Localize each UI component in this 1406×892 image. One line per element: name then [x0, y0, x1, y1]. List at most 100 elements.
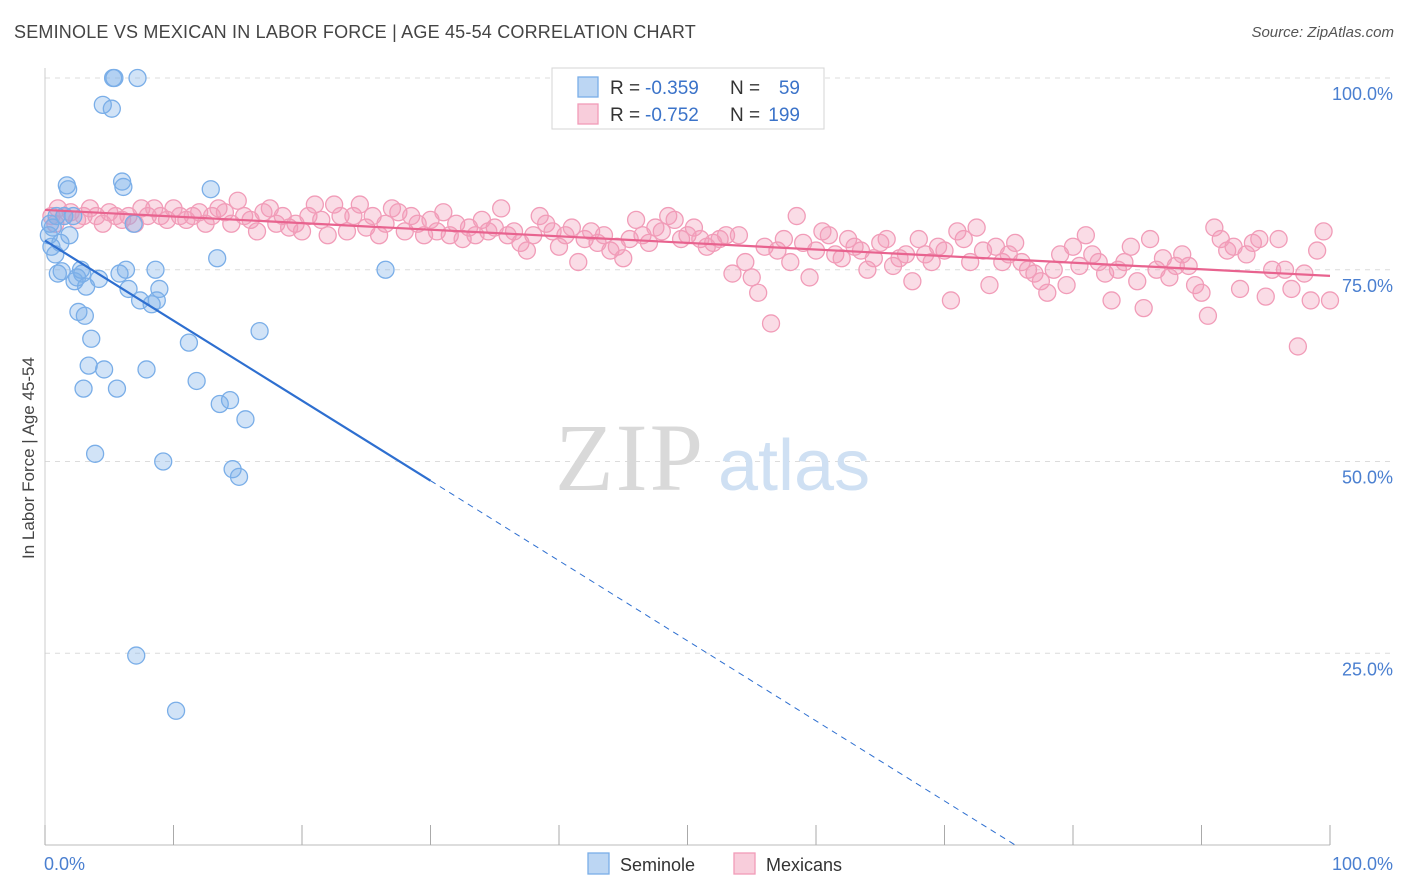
mexicans-point: [1070, 256, 1089, 276]
seminole-point: [128, 68, 147, 88]
mexicans-point: [1128, 272, 1147, 291]
seminole-point: [82, 329, 101, 348]
mexicans-point: [903, 272, 922, 291]
mexicans-point: [292, 222, 312, 241]
seminole-trend-extension: [430, 480, 1016, 846]
mexicans-point: [749, 283, 768, 302]
mexicans-point: [922, 252, 941, 272]
mexicans-trend-line: [44, 208, 1331, 277]
bottom-legend-swatch: [587, 852, 610, 875]
mexicans-point: [569, 252, 588, 272]
mexicans-point: [318, 226, 337, 245]
mexicans-point: [729, 226, 749, 245]
mexicans-point: [1320, 291, 1340, 310]
mexicans-point: [864, 249, 883, 268]
source-label: Source: ZipAtlas.com: [1251, 24, 1394, 41]
mexicans-point: [819, 226, 838, 245]
mexicans-point: [1102, 291, 1121, 310]
seminole-point: [208, 249, 227, 268]
mexicans-point: [1115, 252, 1134, 272]
mexicans-point: [1250, 229, 1269, 249]
seminole-point: [187, 371, 206, 391]
mexicans-point: [858, 260, 877, 279]
bottom-legend: Seminole Mexicans: [587, 852, 842, 875]
mexicans-point: [967, 218, 986, 237]
seminole-point: [52, 262, 71, 281]
mexicans-point: [228, 191, 247, 210]
seminole-point: [154, 452, 173, 471]
mexicans-point: [344, 206, 363, 226]
trend-lines: [44, 208, 1331, 846]
mexicans-point: [1076, 226, 1095, 245]
legend-swatch: [577, 103, 599, 125]
legend-n-value: 59: [779, 78, 800, 99]
watermark-atlas: atlas: [718, 426, 870, 506]
seminole-point: [124, 214, 143, 233]
mexicans-point: [1121, 237, 1140, 256]
mexicans-point: [1179, 256, 1198, 276]
mexicans-point: [761, 314, 781, 333]
seminole-point: [236, 410, 255, 429]
seminole-point: [146, 260, 165, 279]
mexicans-point: [684, 218, 704, 237]
mexicans-point: [1192, 283, 1211, 302]
mexicans-point: [1031, 272, 1051, 291]
mexicans-point: [877, 229, 896, 249]
mexicans-point: [1140, 229, 1160, 249]
mexicans-point: [639, 233, 659, 253]
mexicans-point: [1057, 275, 1076, 295]
seminole-point: [94, 360, 114, 379]
mexicans-point: [1269, 229, 1288, 249]
y-tick-label: 25.0%: [1342, 659, 1393, 679]
mexicans-point: [1230, 279, 1250, 299]
mexicans-point: [781, 252, 800, 272]
mexicans-point: [1256, 287, 1275, 306]
seminole-point: [137, 360, 156, 379]
seminole-point: [102, 99, 121, 118]
mexicans-point: [1314, 222, 1333, 241]
mexicans-point: [1308, 241, 1327, 260]
mexicans-point: [1006, 233, 1025, 253]
y-tick-label: 75.0%: [1342, 276, 1393, 296]
chart-title: SEMINOLE VS MEXICAN IN LABOR FORCE | AGE…: [14, 22, 696, 42]
seminole-point: [107, 379, 127, 398]
mexicans-point: [1160, 268, 1179, 287]
mexicans-point: [787, 206, 806, 226]
legend-n-label: N =: [730, 105, 760, 126]
seminole-point: [150, 279, 169, 299]
legend-r-label: R =: [610, 105, 640, 126]
mexicans-point: [1275, 260, 1295, 279]
seminole-point: [85, 444, 105, 463]
mexicans-point: [614, 249, 633, 268]
legend-n-value: 199: [768, 105, 800, 126]
mexicans-point: [1237, 245, 1256, 264]
seminole-point: [201, 180, 220, 199]
legend-r-label: R =: [610, 78, 640, 99]
mexicans-point: [215, 203, 235, 222]
mexicans-point: [1038, 283, 1057, 302]
seminole-point: [116, 260, 136, 279]
seminole-point: [250, 321, 269, 341]
bottom-legend-swatch: [733, 852, 756, 875]
seminole-point: [114, 177, 133, 197]
seminole-point: [220, 390, 240, 410]
mexicans-point: [774, 229, 794, 249]
seminole-point: [210, 394, 229, 414]
mexicans-point: [1282, 279, 1301, 299]
mexicans-point: [1205, 218, 1224, 237]
y-tick-label: 100.0%: [1332, 84, 1393, 104]
watermark: ZIP atlas: [555, 404, 870, 511]
mexicans-point: [1134, 298, 1153, 318]
mexicans-point: [941, 291, 961, 310]
mexicans-point: [324, 195, 344, 214]
mexicans-point: [800, 268, 819, 287]
legend-swatch: [577, 76, 599, 98]
mexicans-point: [626, 210, 646, 230]
x-tick-label: 0.0%: [44, 854, 85, 874]
seminole-point: [127, 646, 146, 665]
mexicans-point: [1166, 256, 1185, 276]
tick-labels: 100.0% 75.0% 50.0% 25.0% 0.0% 100.0% In Labor …: [19, 84, 1393, 874]
seminole-point: [119, 279, 138, 299]
watermark-zip: ZIP: [555, 404, 705, 511]
seminole-point: [93, 95, 112, 114]
